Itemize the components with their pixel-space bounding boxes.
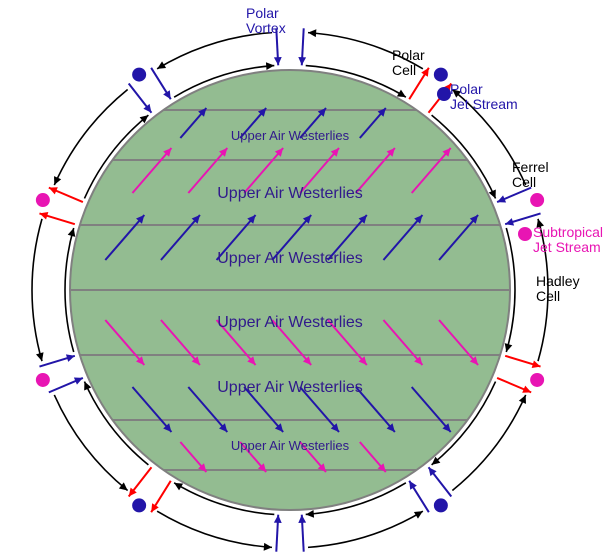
jetstream-dot bbox=[530, 373, 544, 387]
band-label: Upper Air Westerlies bbox=[231, 128, 350, 143]
radial-arrow bbox=[49, 187, 83, 202]
cell-outer-arc bbox=[157, 511, 272, 551]
jetstream-dot bbox=[530, 193, 544, 207]
radial-arrow bbox=[429, 467, 452, 496]
radial-arrow bbox=[49, 377, 83, 392]
band-label: Upper Air Westerlies bbox=[217, 250, 363, 267]
legend-dot bbox=[437, 87, 451, 101]
jetstream-dot bbox=[36, 193, 50, 207]
radial-arrow bbox=[505, 213, 540, 225]
radial-arrow bbox=[129, 84, 152, 113]
cell-outer-arc bbox=[308, 511, 423, 547]
band-label: Upper Air Westerlies bbox=[231, 438, 350, 453]
radial-arrow bbox=[274, 28, 282, 65]
radial-arrow bbox=[497, 378, 531, 393]
band-label: Upper Air Westerlies bbox=[217, 314, 363, 331]
radial-arrow bbox=[497, 188, 531, 203]
jetstream-dot bbox=[132, 498, 146, 512]
radial-arrow bbox=[274, 515, 282, 552]
radial-arrow bbox=[505, 356, 540, 368]
jetstream-dot bbox=[434, 498, 448, 512]
jetstream-dot bbox=[36, 373, 50, 387]
radial-arrow bbox=[298, 28, 306, 65]
radial-arrow bbox=[39, 212, 74, 224]
radial-arrow bbox=[39, 354, 74, 366]
legend-dot bbox=[518, 227, 532, 241]
atmospheric-circulation-diagram: Upper Air Westerlies Upper Air Westerlies… bbox=[0, 0, 613, 554]
band-label: Upper Air Westerlies bbox=[217, 185, 363, 202]
radial-arrow bbox=[409, 68, 429, 99]
jetstream-dot bbox=[132, 68, 146, 82]
cell-outer-arc bbox=[536, 219, 548, 361]
cell-outer-arc bbox=[32, 219, 44, 361]
radial-arrow bbox=[298, 515, 306, 552]
radial-arrow bbox=[151, 68, 171, 99]
cell-outer-arc bbox=[308, 29, 423, 69]
cell-outer-arc bbox=[157, 33, 272, 69]
band-label: Upper Air Westerlies bbox=[217, 379, 363, 396]
jetstream-dot bbox=[434, 68, 448, 82]
radial-arrow bbox=[151, 481, 171, 512]
radial-arrow bbox=[409, 481, 429, 512]
radial-arrow bbox=[129, 467, 152, 496]
